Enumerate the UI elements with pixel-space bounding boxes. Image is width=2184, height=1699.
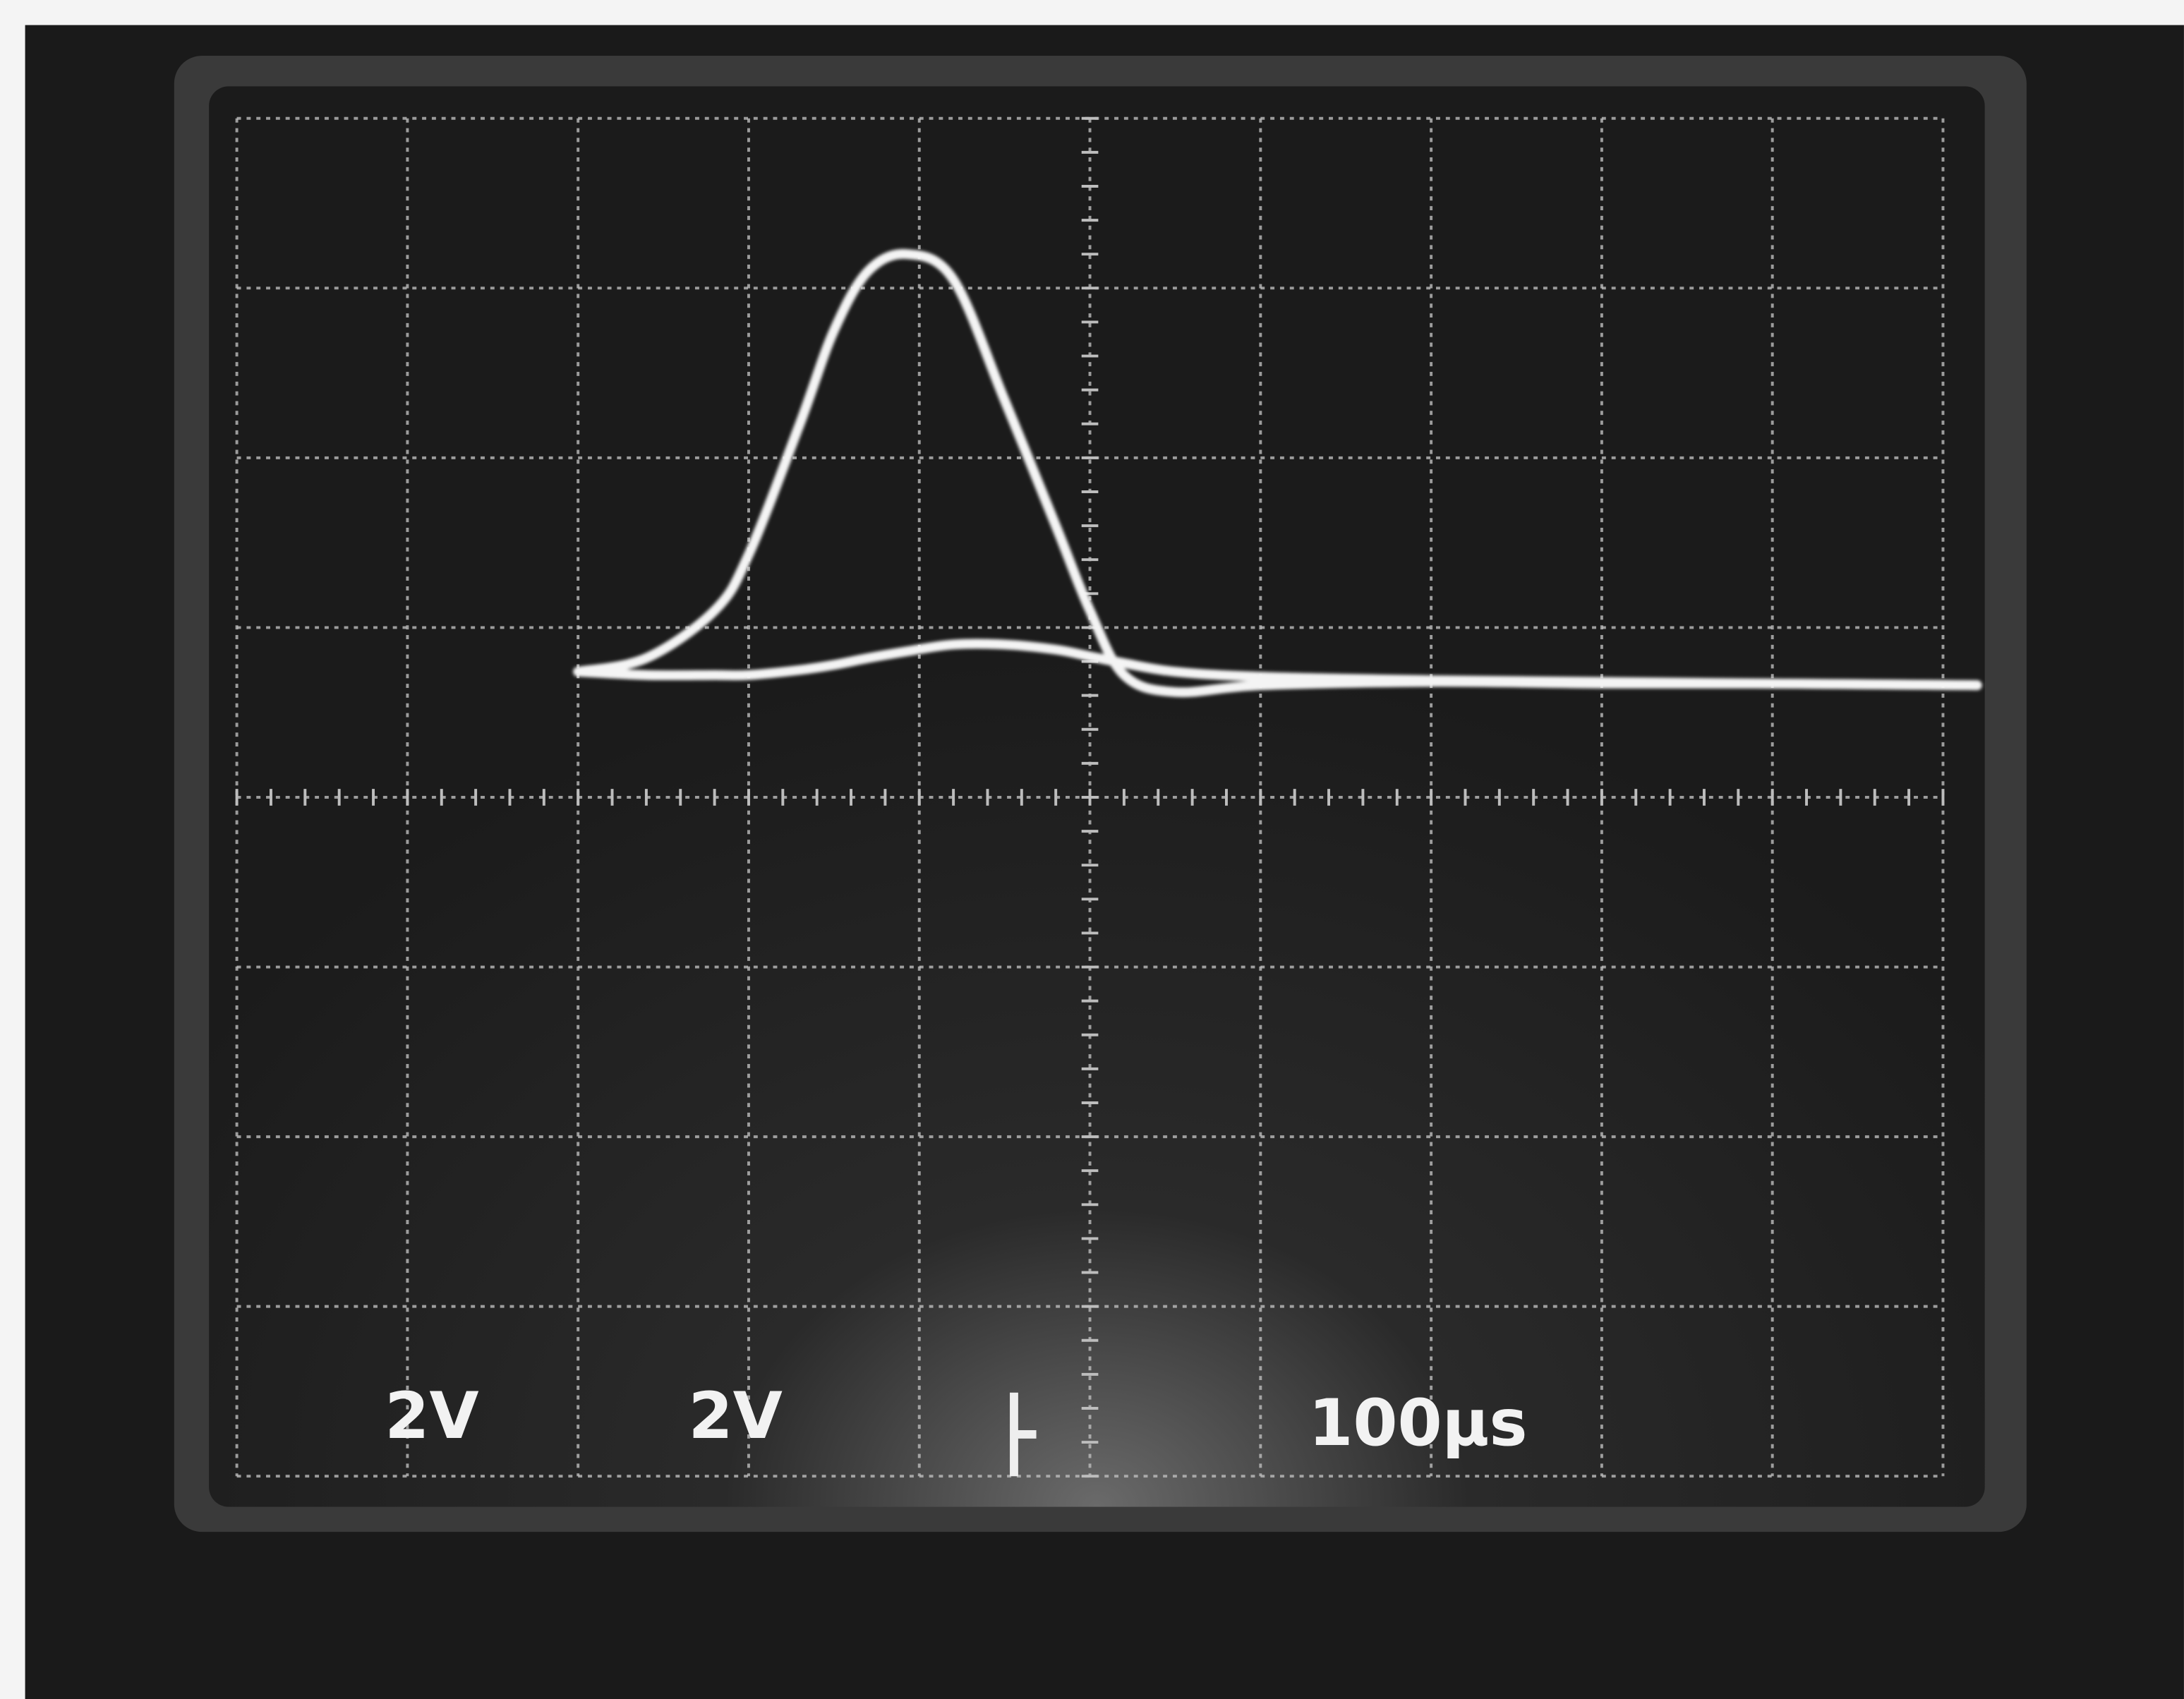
ch1-scale: 2V [385, 1379, 478, 1453]
timebase: 100µs [1308, 1386, 1527, 1461]
trigger-symbol [1010, 1392, 1037, 1477]
trace [573, 639, 1982, 691]
ch2-scale: 2V [688, 1379, 782, 1453]
